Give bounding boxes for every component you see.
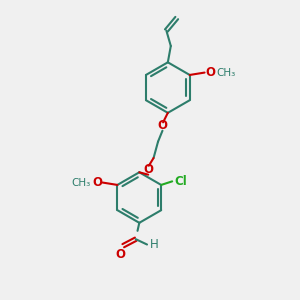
Text: O: O: [116, 248, 126, 261]
Text: O: O: [143, 163, 153, 176]
Text: CH₃: CH₃: [217, 68, 236, 78]
Text: O: O: [158, 119, 167, 132]
Text: O: O: [205, 66, 215, 79]
Text: Cl: Cl: [175, 175, 187, 188]
Text: O: O: [92, 176, 102, 189]
Text: H: H: [149, 238, 158, 251]
Text: CH₃: CH₃: [71, 178, 91, 188]
